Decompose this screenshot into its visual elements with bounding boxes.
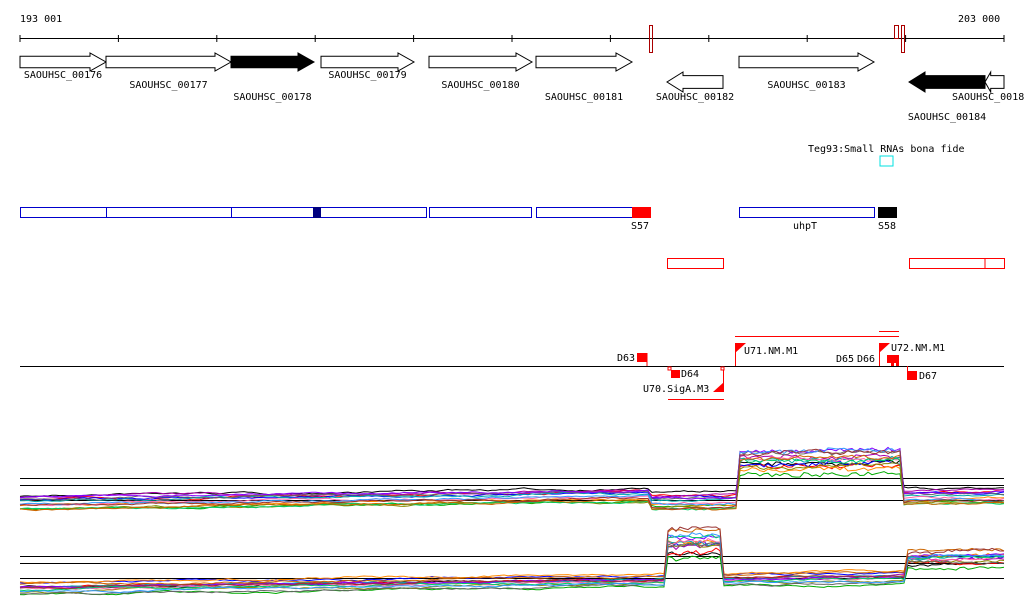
ruler-feature-marker[interactable] bbox=[901, 25, 905, 53]
operon-box[interactable] bbox=[536, 207, 633, 218]
ruler-feature-marker[interactable] bbox=[649, 25, 653, 53]
d63-label: D63 bbox=[617, 353, 635, 364]
expression-series bbox=[19, 453, 1005, 499]
ruler-start-label: 193 001 bbox=[20, 14, 62, 25]
operon-box[interactable] bbox=[231, 207, 427, 218]
gene-label: SAOUHSC_00176 bbox=[24, 70, 102, 81]
gene-label: SAOUHSC_00183 bbox=[767, 80, 845, 91]
expression-series bbox=[19, 532, 1005, 594]
ruler-feature-marker[interactable] bbox=[894, 25, 899, 39]
expression-series bbox=[19, 455, 1005, 507]
s57-feature[interactable] bbox=[632, 207, 651, 218]
gene-arrow[interactable] bbox=[738, 52, 876, 72]
operon-box[interactable] bbox=[20, 207, 107, 218]
expression-series bbox=[19, 526, 1004, 590]
gene-arrow[interactable] bbox=[428, 52, 534, 72]
u72-label: U72.NM.M1 bbox=[891, 343, 945, 354]
s58-feature[interactable] bbox=[878, 207, 897, 218]
uhpt-label: uhpT bbox=[793, 221, 817, 232]
s58-label: S58 bbox=[878, 221, 896, 232]
d66-label: D66 bbox=[857, 354, 875, 365]
expression-series bbox=[19, 454, 1005, 512]
gene-arrow[interactable] bbox=[230, 52, 316, 72]
gene-label: SAOUHSC_00180 bbox=[441, 80, 519, 91]
expression-series bbox=[19, 534, 1005, 592]
operon-box[interactable] bbox=[429, 207, 532, 218]
transcript-box[interactable] bbox=[667, 258, 724, 269]
u70-marker[interactable] bbox=[713, 382, 724, 392]
transcript-track bbox=[667, 258, 1005, 269]
gene-track: SAOUHSC_00176 SAOUHSC_00177 SAOUHSC_00178 S… bbox=[19, 52, 1024, 123]
expression-series bbox=[19, 448, 1004, 510]
gene-label: SAOUHSC_0018 bbox=[952, 92, 1024, 103]
d67-marker[interactable] bbox=[907, 371, 917, 380]
coordinate-ruler bbox=[19, 25, 1005, 53]
gene-label: SAOUHSC_00178 bbox=[233, 92, 311, 103]
srna-feature[interactable] bbox=[879, 155, 894, 167]
d65-label: D65 bbox=[836, 354, 854, 365]
gene-label: SAOUHSC_00177 bbox=[129, 80, 207, 91]
gene-label: SAOUHSC_00179 bbox=[328, 70, 406, 81]
expression-series bbox=[19, 528, 1005, 586]
expression-track-plus bbox=[19, 446, 1005, 512]
expression-series bbox=[19, 539, 1005, 584]
u72-marker[interactable] bbox=[879, 343, 890, 353]
expression-series bbox=[19, 455, 1005, 503]
transcript-box[interactable] bbox=[909, 258, 1005, 269]
u71-label: U71.NM.M1 bbox=[744, 346, 798, 357]
operon-track: S57 uhpT S58 bbox=[20, 207, 897, 232]
ruler-end-label: 203 000 bbox=[958, 14, 1000, 25]
gene-arrow[interactable] bbox=[984, 70, 1005, 94]
gene-arrow[interactable] bbox=[105, 52, 233, 72]
gene-label: SAOUHSC_00184 bbox=[908, 112, 986, 123]
s57-label: S57 bbox=[631, 221, 649, 232]
expression-series bbox=[19, 459, 1005, 501]
operon-box[interactable] bbox=[739, 207, 875, 218]
gene-label: SAOUHSC_00181 bbox=[545, 92, 623, 103]
gene-arrow[interactable] bbox=[666, 71, 724, 93]
d64-marker[interactable] bbox=[671, 370, 680, 378]
u70-label: U70.SigA.M3 bbox=[643, 384, 709, 395]
srna-label: Teg93:Small RNAs bona fide bbox=[808, 144, 965, 155]
expression-series bbox=[20, 542, 1005, 595]
operon-box[interactable] bbox=[106, 207, 232, 218]
expression-series bbox=[19, 541, 1005, 584]
tss-track: D63 D64 U70.SigA.M3 U71.NM.M1 D65 D66 U7… bbox=[20, 331, 1004, 400]
expression-track-minus bbox=[19, 526, 1005, 596]
d64-label: D64 bbox=[681, 369, 699, 380]
gene-arrow[interactable] bbox=[19, 52, 108, 72]
d63-marker[interactable] bbox=[637, 353, 647, 362]
gene-arrow[interactable] bbox=[908, 71, 986, 93]
operon-marker[interactable] bbox=[313, 207, 321, 218]
u71-marker[interactable] bbox=[735, 343, 746, 353]
gene-arrow[interactable] bbox=[535, 52, 634, 72]
d65-d66-marker[interactable] bbox=[887, 355, 899, 363]
d67-label: D67 bbox=[919, 371, 937, 382]
gene-label: SAOUHSC_00182 bbox=[656, 92, 734, 103]
gene-arrow[interactable] bbox=[320, 52, 416, 72]
